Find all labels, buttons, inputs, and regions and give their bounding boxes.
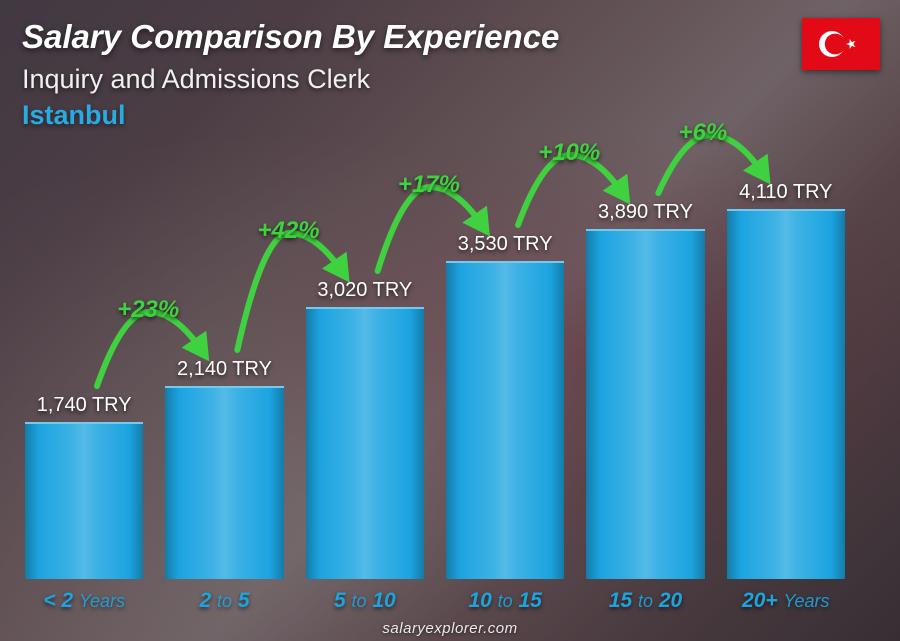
delta-label: +10% — [538, 139, 600, 167]
x-label: 15 to 20 — [581, 589, 709, 613]
x-label: 10 to 15 — [441, 589, 569, 613]
infographic-canvas: Salary Comparison By Experience Inquiry … — [0, 0, 900, 641]
bar-value-label: 2,140 TRY — [177, 358, 272, 381]
attribution: salaryexplorer.com — [0, 620, 900, 637]
bar: 3,530 TRY — [446, 261, 564, 579]
bar-wrap: 4,110 TRY — [722, 209, 850, 579]
bar: 4,110 TRY — [727, 209, 845, 579]
bar: 1,740 TRY — [25, 422, 143, 579]
x-axis-labels: < 2 Years 2 to 5 5 to 10 10 to 15 15 to 20 20… — [20, 589, 850, 613]
x-label: < 2 Years — [20, 589, 148, 613]
country-flag-turkey — [802, 18, 880, 70]
delta-label: +23% — [117, 296, 179, 324]
flag-icon — [802, 18, 880, 70]
bar-value-label: 4,110 TRY — [739, 181, 832, 204]
bar-value-label: 1,740 TRY — [37, 394, 132, 417]
delta-label: +17% — [398, 171, 460, 199]
delta-label: +42% — [258, 217, 320, 245]
delta-label: +6% — [679, 119, 728, 147]
bar: 3,890 TRY — [586, 229, 704, 579]
bar-wrap: 3,530 TRY — [441, 261, 569, 579]
bar-value-label: 3,020 TRY — [317, 279, 412, 302]
bar-wrap: 3,020 TRY — [301, 307, 429, 579]
bar-value-label: 3,890 TRY — [598, 201, 693, 224]
x-label: 20+ Years — [722, 589, 850, 613]
x-label: 2 to 5 — [160, 589, 288, 613]
page-title: Salary Comparison By Experience — [22, 18, 559, 56]
bar-wrap: 2,140 TRY — [160, 386, 288, 579]
bar-wrap: 1,740 TRY — [20, 422, 148, 579]
bar: 2,140 TRY — [165, 386, 283, 579]
bar-value-label: 3,530 TRY — [458, 233, 553, 256]
page-subtitle: Inquiry and Admissions Clerk — [22, 64, 370, 95]
bar-wrap: 3,890 TRY — [581, 229, 709, 579]
bar: 3,020 TRY — [306, 307, 424, 579]
x-label: 5 to 10 — [301, 589, 429, 613]
